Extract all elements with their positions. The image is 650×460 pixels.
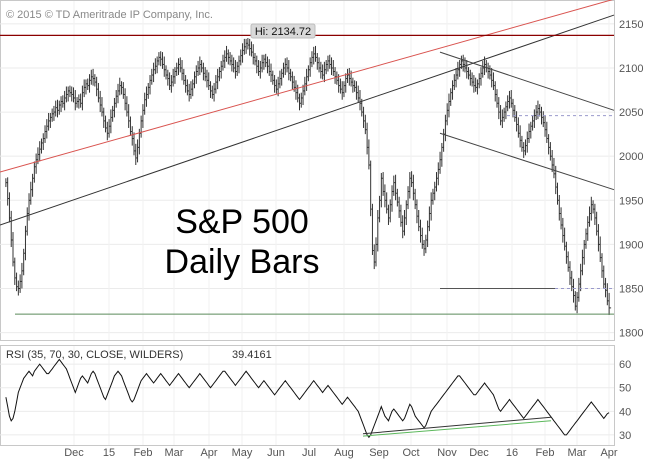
- month-label: Sep: [369, 447, 389, 459]
- month-label: 15: [103, 447, 115, 459]
- month-label: 16: [506, 447, 518, 459]
- month-label: Nov: [437, 447, 457, 459]
- price-tick-label: 2150: [619, 19, 643, 31]
- month-label: Dec: [64, 447, 84, 459]
- rsi-title: RSI (35, 70, 30, CLOSE, WILDERS): [6, 349, 183, 361]
- chart-title: S&P 500: [175, 203, 309, 241]
- copyright-text: © 2015 © TD Ameritrade IP Company, Inc.: [6, 9, 213, 21]
- price-bar: [608, 292, 612, 315]
- month-label: Dec: [469, 447, 489, 459]
- month-label: Mar: [568, 447, 587, 459]
- month-label: Apr: [600, 447, 617, 459]
- red-resistance-trendline: [0, 0, 613, 173]
- rsi-black-trendline: [362, 416, 552, 435]
- rising-support-trendline: [0, 14, 615, 226]
- month-label: Oct: [402, 447, 419, 459]
- month-label: Feb: [134, 447, 153, 459]
- rsi-trendlines: [5, 358, 610, 439]
- hi-label-box: Hi: 2134.72: [250, 23, 316, 39]
- month-label: Feb: [536, 447, 555, 459]
- price-tick-label: 2100: [619, 63, 643, 75]
- x-gridlines: [73, 1, 610, 445]
- month-label: Aug: [334, 447, 354, 459]
- rsi-line: [5, 358, 610, 439]
- rsi-tick-label: 60: [619, 359, 631, 371]
- rsi-tick-label: 30: [619, 430, 631, 442]
- month-label: Mar: [165, 447, 184, 459]
- price-tick-label: 2000: [619, 151, 643, 163]
- price-tick-label: 2050: [619, 107, 643, 119]
- main-panel-border: [0, 0, 615, 341]
- rsi-green-trendline: [362, 420, 552, 437]
- falling-channel-upper: [439, 51, 615, 111]
- rsi-gridlines: [0, 363, 614, 436]
- month-label: May: [232, 447, 253, 459]
- rsi-tick-label: 50: [619, 383, 631, 395]
- price-y-ticks: 1800 1850 1900 1950 2000 2050 2100 2150: [619, 19, 643, 340]
- price-tick-label: 1800: [619, 328, 643, 340]
- rsi-tick-label: 40: [619, 406, 631, 418]
- falling-channel-lower: [439, 132, 615, 191]
- month-label: Jun: [267, 447, 285, 459]
- hi-label: Hi: 2134.72: [255, 26, 311, 38]
- rsi-y-ticks: 30 40 50 60: [619, 359, 631, 442]
- price-bars: [5, 37, 612, 315]
- price-tick-label: 1950: [619, 195, 643, 207]
- month-label: Jul: [302, 447, 316, 459]
- chart-subtitle: Daily Bars: [165, 243, 320, 281]
- rsi-last-value: 39.4161: [232, 349, 272, 361]
- price-tick-label: 1850: [619, 283, 643, 295]
- month-label: Apr: [200, 447, 217, 459]
- price-tick-label: 1900: [619, 239, 643, 251]
- rsi-panel-border: [0, 345, 615, 446]
- trendlines: [0, 0, 615, 226]
- month-ticks: Dec 15 Feb Mar Apr May Jun Jul Aug Sep Oct Nov Dec 16…: [64, 447, 618, 459]
